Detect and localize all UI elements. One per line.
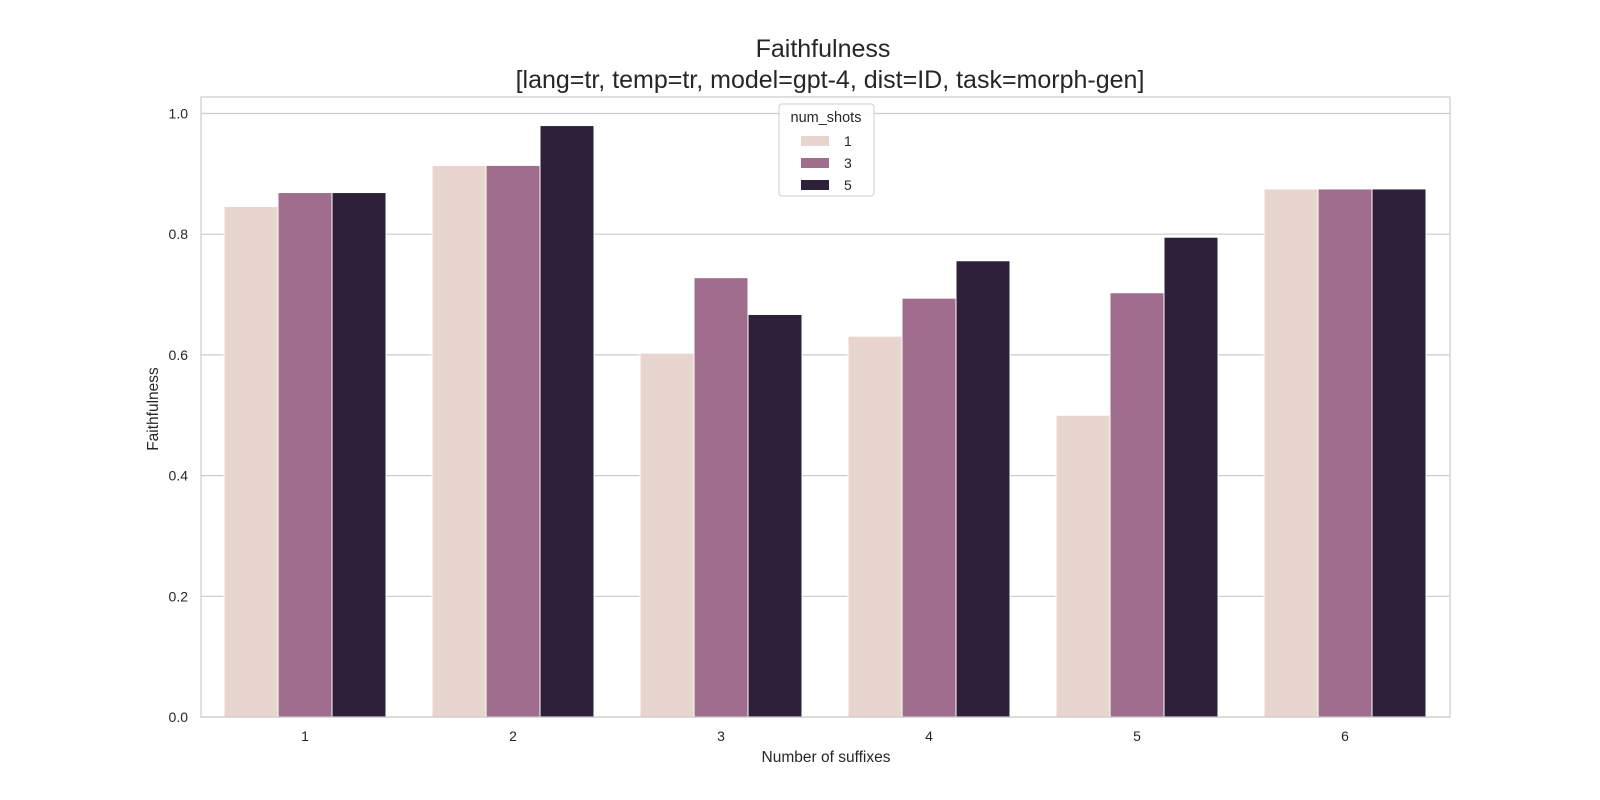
x-axis-ticks: 1 2 3 4 5 6 [301, 728, 1349, 744]
y-axis-label: Faithfulness [145, 367, 162, 451]
legend-swatch-5 [801, 180, 829, 190]
x-tick-label: 4 [925, 728, 933, 744]
legend-swatch-1 [801, 136, 829, 146]
y-tick-label: 0.2 [169, 588, 189, 604]
x-tick-label: 5 [1133, 728, 1141, 744]
legend-label-5: 5 [844, 177, 852, 193]
bar-shots-3-suffixes-6 [1317, 188, 1373, 718]
y-tick-label: 0.6 [169, 347, 189, 363]
bar-shots-1-suffixes-2 [431, 164, 487, 718]
plot-frame [200, 96, 1451, 718]
y-axis-ticks: 0.0 0.2 0.4 0.6 0.8 1.0 [169, 106, 189, 726]
x-axis-label: Number of suffixes [762, 749, 891, 766]
bar-shots-5-suffixes-3 [747, 313, 803, 718]
x-tick-label: 6 [1341, 728, 1349, 744]
bar-shots-3-suffixes-4 [901, 297, 957, 718]
legend-box [778, 103, 875, 197]
x-tick-label: 1 [301, 728, 309, 744]
bar-shots-5-suffixes-2 [539, 125, 595, 718]
bar-shots-5-suffixes-4 [955, 260, 1011, 718]
legend-label-3: 3 [844, 155, 852, 171]
y-tick-label: 0.4 [169, 468, 189, 484]
bar-shots-1-suffixes-6 [1263, 188, 1319, 718]
y-tick-label: 1.0 [169, 106, 189, 122]
legend-items: 1 3 5 [801, 133, 852, 193]
bar-shots-3-suffixes-2 [485, 164, 541, 718]
x-tick-label: 3 [717, 728, 725, 744]
bar-shots-1-suffixes-5 [1055, 414, 1111, 718]
x-tick-label: 2 [509, 728, 517, 744]
chart-subtitle: [lang=tr, temp=tr, model=gpt-4, dist=ID,… [516, 66, 1145, 94]
bar-shots-5-suffixes-5 [1163, 236, 1219, 718]
bar-shots-1-suffixes-3 [639, 352, 695, 718]
bar-shots-1-suffixes-4 [847, 335, 903, 718]
bar-shots-3-suffixes-1 [277, 192, 333, 718]
bar-shots-5-suffixes-6 [1371, 188, 1427, 718]
legend-swatch-3 [801, 158, 829, 168]
bars [223, 125, 1427, 718]
bar-shots-1-suffixes-1 [223, 205, 279, 718]
legend: num_shots 1 3 5 [778, 103, 875, 197]
y-tick-label: 0.0 [169, 709, 189, 725]
bar-shots-3-suffixes-5 [1109, 292, 1165, 718]
legend-title: num_shots [791, 110, 862, 126]
bar-shots-3-suffixes-3 [693, 277, 749, 718]
chart-title: Faithfulness [756, 35, 891, 63]
legend-label-1: 1 [844, 133, 852, 149]
bar-shots-5-suffixes-1 [331, 192, 387, 718]
y-tick-label: 0.8 [169, 226, 189, 242]
